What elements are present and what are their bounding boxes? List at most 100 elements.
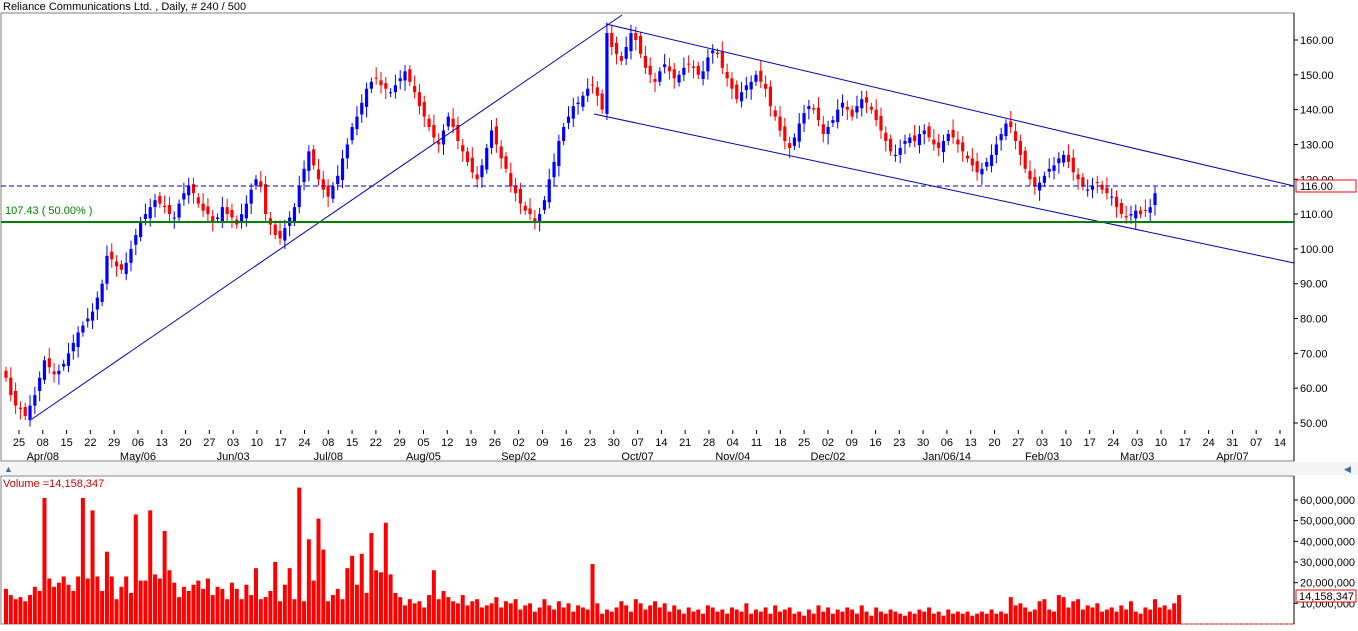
volume-bar: [758, 611, 763, 624]
volume-bar: [580, 607, 585, 624]
candle-body: [134, 234, 138, 245]
candle-body: [100, 283, 104, 302]
volume-bar: [523, 605, 528, 624]
volume-bar: [1028, 611, 1033, 624]
x-day-tick-label: 30: [917, 437, 929, 449]
volume-bar: [215, 586, 220, 624]
candle-body: [682, 67, 686, 75]
x-day-tick-label: 24: [1202, 437, 1214, 449]
candle-body: [278, 230, 282, 239]
volume-bar: [494, 597, 499, 624]
volume-bar: [104, 551, 109, 624]
collapse-down-icon[interactable]: ◀: [1344, 464, 1351, 474]
x-day-tick-label: 31: [1226, 437, 1238, 449]
candle-body: [1062, 154, 1066, 163]
volume-bar: [672, 605, 677, 624]
volume-bar: [114, 599, 119, 624]
x-day-tick-label: 29: [108, 437, 120, 449]
panel-splitter[interactable]: [0, 462, 1358, 475]
volume-tick-label: 50,000,000: [1300, 516, 1355, 528]
volume-bar: [1032, 609, 1037, 624]
volume-bar: [994, 613, 999, 624]
price-panel-frame[interactable]: [0, 12, 1295, 462]
x-day-tick-label: 10: [1060, 437, 1072, 449]
volume-bar: [157, 578, 162, 624]
volume-bar: [133, 514, 138, 624]
candle-body: [533, 218, 537, 222]
volume-bar: [350, 555, 355, 624]
x-day-tick-label: 17: [1179, 437, 1191, 449]
candle-body: [62, 363, 66, 367]
volume-bar: [460, 595, 465, 624]
candle-body: [711, 50, 715, 54]
volume-bar: [898, 613, 903, 624]
volume-bar: [816, 605, 821, 624]
candle-body: [331, 186, 335, 199]
volume-bar: [268, 590, 273, 624]
uptrend-line[interactable]: [31, 14, 623, 420]
volume-bar: [431, 570, 436, 624]
volume-bar: [850, 609, 855, 624]
candle-body: [1124, 216, 1128, 218]
volume-bar: [768, 613, 773, 624]
candle-body: [427, 118, 431, 128]
candle-body: [913, 135, 917, 141]
volume-bar: [677, 609, 682, 624]
volume-bar: [407, 599, 412, 624]
volume-bar: [4, 588, 8, 624]
volume-bar: [1114, 611, 1119, 624]
x-month-tick-label: Oct/07: [621, 451, 653, 463]
candle-body: [1057, 158, 1061, 164]
candle-body: [821, 124, 825, 135]
fibonacci-level-label: 107.43 ( 50.00% ): [5, 205, 92, 217]
candle-body: [177, 203, 181, 218]
price-tick-label: 150.00: [1300, 70, 1334, 82]
volume-tick-label: 20,000,000: [1300, 578, 1355, 590]
candle-body: [509, 173, 513, 187]
volume-bar: [595, 603, 600, 624]
candle-body: [119, 264, 123, 270]
candle-body: [47, 358, 51, 368]
candle-body: [28, 405, 32, 421]
channel-lower-line[interactable]: [593, 113, 1295, 264]
volume-bar: [729, 607, 734, 624]
volume-bar: [90, 510, 95, 624]
volume-bar: [56, 582, 61, 624]
volume-bar: [326, 601, 331, 624]
volume-bar: [503, 601, 508, 624]
volume-bar: [287, 568, 292, 624]
volume-bar: [936, 611, 941, 624]
candle-body: [653, 78, 657, 82]
volume-bar: [1148, 609, 1153, 624]
volume-bar: [585, 609, 590, 624]
volume-bar: [1008, 597, 1013, 624]
volume-bar: [970, 615, 975, 624]
volume-bar: [960, 613, 965, 624]
volume-bar: [773, 605, 778, 624]
volume-bar: [1143, 607, 1148, 624]
candle-body: [999, 134, 1003, 141]
candle-body: [23, 406, 27, 417]
volume-bar: [681, 613, 686, 624]
x-month-tick-label: Dec/02: [811, 451, 846, 463]
volume-tick-label: 40,000,000: [1300, 536, 1355, 548]
candle-body: [153, 200, 157, 208]
channel-upper-line[interactable]: [605, 23, 1295, 187]
x-day-tick-label: 16: [560, 437, 572, 449]
volume-bar: [1177, 595, 1182, 624]
candle-body: [562, 127, 566, 141]
candle-body: [302, 168, 306, 183]
candle-body: [369, 81, 373, 89]
candle-body: [687, 63, 691, 65]
candle-body: [451, 118, 455, 128]
collapse-up-icon[interactable]: ▲: [4, 464, 13, 474]
volume-bar: [1100, 611, 1105, 624]
volume-bar: [624, 605, 629, 624]
candle-body: [614, 42, 619, 54]
candle-body: [355, 116, 359, 130]
x-day-tick-label: 02: [513, 437, 525, 449]
x-day-tick-label: 15: [60, 437, 72, 449]
x-day-tick-label: 06: [941, 437, 953, 449]
candle-body: [735, 84, 739, 100]
volume-bar: [229, 582, 234, 624]
